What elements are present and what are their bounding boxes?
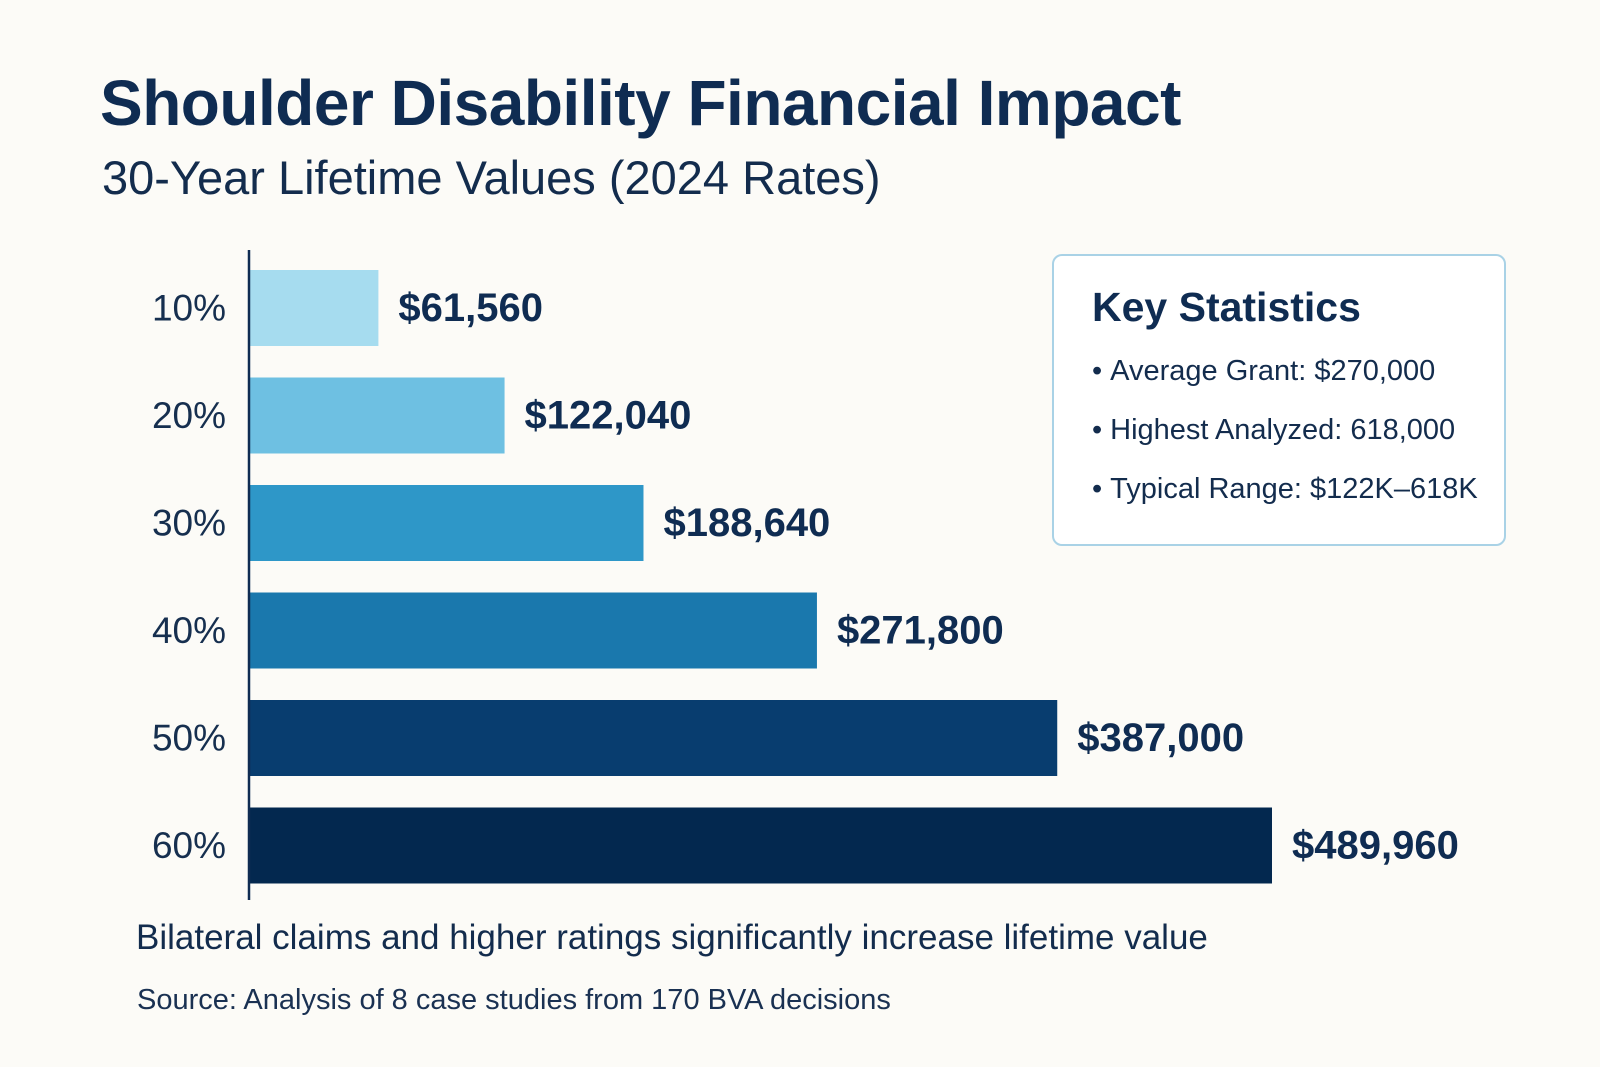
y-tick-label: 30%: [152, 503, 226, 544]
stat-text: Highest Analyzed: 618,000: [1110, 414, 1456, 446]
bar-value-label: $387,000: [1077, 716, 1244, 760]
y-tick-label: 50%: [152, 718, 226, 759]
bar-value-label: $489,960: [1292, 824, 1459, 868]
key-statistics-title: Key Statistics: [1092, 284, 1361, 330]
bar-40pct: [250, 592, 817, 669]
y-tick-label: 40%: [152, 610, 226, 651]
stat-text: Average Grant: $270,000: [1110, 355, 1436, 387]
chart-subtitle: 30-Year Lifetime Values (2024 Rates): [102, 151, 881, 204]
bar-value-label: $188,640: [663, 501, 830, 545]
bar-value-label: $61,560: [398, 286, 543, 330]
source-note: Source: Analysis of 8 case studies from …: [137, 984, 891, 1016]
y-tick-label: 20%: [152, 395, 226, 436]
key-statistics-panel: Key Statistics • Average Grant: $270,000 …: [1052, 254, 1506, 546]
key-statistics-list: • Average Grant: $270,000 • Highest Analyz…: [1092, 355, 1504, 532]
bar-30pct: [250, 485, 644, 561]
bar-value-label: $122,040: [525, 394, 692, 438]
bullet-icon: •: [1092, 473, 1103, 505]
stat-item-average-grant: • Average Grant: $270,000: [1092, 355, 1504, 414]
bar-10pct: [250, 270, 379, 346]
stat-text: Typical Range: $122K–618K: [1110, 473, 1478, 505]
bar-60pct: [250, 807, 1272, 884]
bullet-icon: •: [1092, 414, 1103, 446]
y-tick-label: 10%: [152, 288, 226, 329]
bullet-icon: •: [1092, 355, 1103, 387]
bars-layer: [250, 270, 1272, 884]
stat-item-typical-range: • Typical Range: $122K–618K: [1092, 473, 1504, 532]
footer-note: Bilateral claims and higher ratings sign…: [136, 918, 1208, 957]
stat-item-highest-analyzed: • Highest Analyzed: 618,000: [1092, 414, 1504, 473]
bar-value-label: $271,800: [837, 609, 1004, 653]
bar-20pct: [250, 377, 505, 454]
labels-layer: 10% $61,560 20% $122,040 30% $188,640 40% $271,…: [152, 286, 1459, 868]
y-tick-label: 60%: [152, 825, 226, 866]
bar-50pct: [250, 700, 1058, 776]
chart-title: Shoulder Disability Financial Impact: [100, 67, 1181, 139]
